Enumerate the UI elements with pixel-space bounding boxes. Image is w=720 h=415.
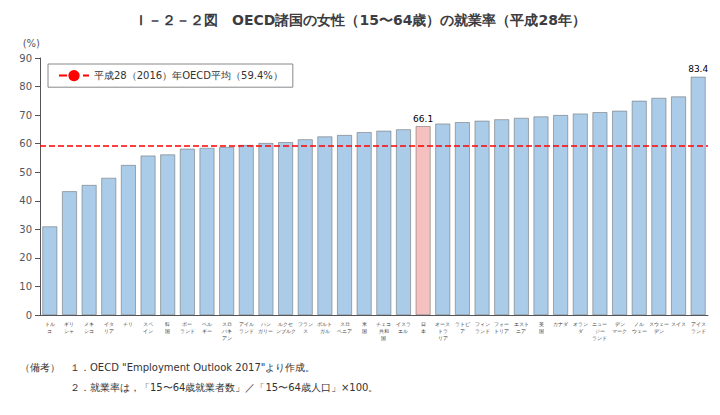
svg-text:アイス: アイス: [691, 321, 706, 327]
svg-text:デン: デン: [654, 328, 664, 334]
svg-text:ンブルク: ンブルク: [276, 328, 296, 334]
svg-text:日: 日: [421, 321, 426, 327]
svg-text:ランド: ランド: [592, 335, 607, 341]
svg-text:(%): (%): [23, 38, 40, 49]
svg-text:スロ: スロ: [222, 321, 232, 327]
svg-text:米: 米: [362, 321, 367, 327]
svg-text:ポルト: ポルト: [317, 321, 332, 327]
svg-text:ニア: ニア: [516, 328, 526, 334]
svg-text:スロ: スロ: [340, 321, 350, 327]
svg-text:チェコ: チェコ: [376, 321, 391, 327]
svg-text:２．就業率は，「15〜64歳就業者数」／「15〜64歳人口」: ２．就業率は，「15〜64歳就業者数」／「15〜64歳人口」×100。: [20, 382, 378, 393]
svg-text:ノル: ノル: [634, 321, 644, 327]
svg-text:フラン: フラン: [298, 321, 313, 327]
svg-text:オース: オース: [435, 321, 450, 327]
svg-text:ダ: ダ: [578, 328, 584, 334]
svg-text:ハン: ハン: [260, 321, 271, 327]
svg-text:カナダ: カナダ: [553, 321, 569, 327]
svg-text:メキ: メキ: [84, 321, 94, 327]
svg-text:リア: リア: [438, 335, 448, 341]
svg-text:30: 30: [19, 224, 32, 235]
svg-text:イスラ: イスラ: [396, 321, 411, 327]
svg-text:本: 本: [421, 328, 426, 334]
svg-text:ジー: ジー: [595, 328, 605, 334]
svg-text:シコ: シコ: [84, 328, 94, 334]
svg-text:トル: トル: [45, 321, 55, 327]
svg-text:Ｉ－２－２図 OECD諸国の女性（15〜64歳）の就業率（平: Ｉ－２－２図 OECD諸国の女性（15〜64歳）の就業率（平成28年）: [134, 12, 586, 28]
svg-text:ランド: ランド: [691, 328, 706, 334]
svg-text:リア: リア: [104, 328, 114, 334]
svg-text:オラン: オラン: [573, 321, 588, 327]
svg-text:90: 90: [19, 53, 32, 64]
svg-text:コ: コ: [47, 328, 52, 334]
svg-text:エル: エル: [398, 328, 408, 334]
svg-text:83.4: 83.4: [688, 64, 708, 74]
svg-text:エスト: エスト: [514, 321, 529, 327]
svg-text:トリア: トリア: [494, 328, 509, 334]
svg-text:マーク: マーク: [612, 328, 627, 334]
svg-text:スペ: スペ: [143, 321, 153, 327]
svg-text:70: 70: [19, 110, 32, 121]
svg-text:ガリー: ガリー: [258, 328, 273, 334]
svg-text:ベニア: ベニア: [337, 328, 352, 334]
svg-text:チリ: チリ: [123, 321, 133, 327]
svg-text:0: 0: [26, 310, 32, 321]
svg-text:国: 国: [381, 335, 386, 341]
svg-text:ニュー: ニュー: [592, 321, 607, 327]
svg-text:フォー: フォー: [494, 321, 509, 327]
svg-text:イン: イン: [143, 328, 153, 334]
svg-text:50: 50: [19, 167, 32, 178]
svg-text:20: 20: [19, 252, 32, 263]
svg-text:ランド: ランド: [475, 328, 490, 334]
svg-text:アイル: アイル: [239, 321, 254, 327]
svg-text:スイス: スイス: [671, 321, 686, 327]
svg-text:シャ: シャ: [64, 328, 74, 334]
svg-text:国: 国: [165, 328, 170, 334]
svg-text:40: 40: [19, 195, 32, 206]
svg-text:バキ: バキ: [221, 328, 232, 334]
svg-text:10: 10: [19, 281, 32, 292]
svg-text:国: 国: [539, 328, 544, 334]
svg-text:ア: ア: [460, 328, 465, 334]
svg-text:スウェー: スウェー: [649, 321, 669, 327]
svg-text:ウェー: ウェー: [632, 328, 647, 334]
svg-text:英: 英: [539, 321, 544, 327]
svg-text:ルクセ: ルクセ: [278, 321, 293, 327]
svg-text:デン: デン: [615, 321, 625, 327]
svg-text:トラ: トラ: [438, 328, 448, 334]
svg-text:共和: 共和: [379, 328, 389, 334]
svg-text:平成28（2016）年OECD平均（59.4%）: 平成28（2016）年OECD平均（59.4%）: [94, 70, 283, 81]
svg-text:ラトビ: ラトビ: [455, 321, 471, 327]
svg-text:（備考） １．OECD "Employment Outloo: （備考） １．OECD "Employment Outlook 2017"より作…: [20, 362, 315, 373]
svg-text:66.1: 66.1: [413, 114, 433, 124]
svg-text:ランド: ランド: [180, 328, 195, 334]
svg-text:ガル: ガル: [320, 328, 330, 334]
svg-text:80: 80: [19, 81, 32, 92]
svg-text:韓: 韓: [165, 321, 170, 327]
svg-text:ス: ス: [303, 328, 308, 334]
svg-text:イタ: イタ: [104, 321, 114, 327]
svg-text:アン: アン: [222, 335, 232, 341]
svg-text:国: 国: [362, 328, 367, 334]
svg-text:ギリ: ギリ: [64, 321, 74, 327]
svg-text:ランド: ランド: [239, 328, 254, 334]
svg-text:フィン: フィン: [475, 321, 490, 327]
svg-text:ベル: ベル: [202, 321, 212, 327]
svg-text:60: 60: [19, 138, 32, 149]
svg-text:ギー: ギー: [202, 328, 212, 334]
svg-text:ポー: ポー: [182, 321, 192, 327]
